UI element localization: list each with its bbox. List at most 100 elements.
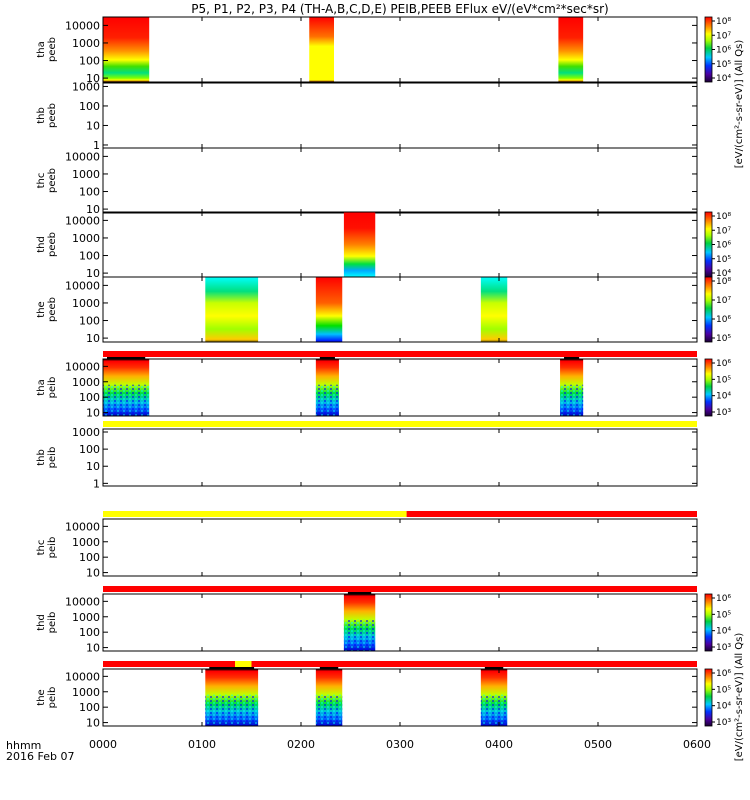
panel-frame: [102, 276, 698, 343]
colorbar-tick-label: 10⁷: [716, 226, 731, 236]
colorbar-tick-label: 10³: [716, 718, 731, 728]
y-tick-label: 1000: [72, 536, 100, 549]
colorbar-tick-label: 10⁴: [716, 392, 731, 402]
panel-frame: [102, 82, 698, 149]
y-tick-label: 10: [86, 642, 100, 655]
y-tick-label: 10000: [65, 670, 100, 683]
colorbar-tick-label: 10⁵: [716, 60, 731, 70]
colorbar-tick-label: 10⁷: [716, 31, 731, 41]
panel-thb-peib: 1 10 100 1000 thb peib: [36, 421, 698, 490]
panel-frame: [102, 211, 698, 278]
x-tick-label: 0200: [287, 738, 315, 751]
y-tick-label: 10000: [65, 360, 100, 373]
spectrogram-texture: [560, 384, 584, 416]
colorbar-tick-label: 10⁵: [716, 610, 731, 620]
colorbar: [704, 276, 713, 343]
spectrogram-texture: [315, 694, 343, 726]
x-tick-label: 0600: [683, 738, 711, 751]
colorbar-tick-label: 10⁶: [716, 241, 731, 251]
panel-frame: [102, 428, 698, 487]
spectrogram-block: [315, 277, 343, 342]
panel-label: peib: [47, 612, 58, 634]
panel-the-peeb: 10 100 1000 10000 the peeb 10⁵ 10⁶ 10⁷ 10⁸: [36, 276, 731, 345]
y-tick-label: 100: [79, 250, 100, 263]
colorbar: [704, 211, 713, 278]
y-tick-label: 10000: [65, 150, 100, 163]
panel-label: peib: [47, 687, 58, 709]
spectrogram-cap: [319, 667, 339, 669]
colorbar-tick-label: 10⁶: [716, 669, 731, 679]
colorbar-tick-label: 10³: [716, 643, 731, 653]
y-tick-label: 1000: [72, 426, 100, 439]
spectrogram-cap: [347, 592, 372, 594]
spectrogram-texture: [315, 384, 339, 416]
panel-label: thb: [36, 107, 47, 124]
colorbar-tick-label: 10⁵: [716, 685, 731, 695]
spectrogram-cap: [107, 357, 146, 359]
y-tick-label: 10: [86, 332, 100, 345]
colorbar: [704, 16, 713, 83]
y-tick-label: 10: [86, 203, 100, 216]
spectrogram-block: [309, 17, 334, 82]
x-tick-label: 0400: [485, 738, 513, 751]
y-tick-label: 1000: [72, 297, 100, 310]
colorbar: [704, 668, 713, 727]
x-tick-label: 0300: [386, 738, 414, 751]
colorbar-tick-label: 10⁷: [716, 296, 731, 306]
y-tick-label: 100: [79, 100, 100, 113]
quality-flag-bar: [251, 661, 697, 667]
time-axis-label-date: 2016 Feb 07: [6, 750, 74, 763]
panel-label: peeb: [47, 37, 58, 62]
y-tick-label: 1000: [72, 80, 100, 93]
spectrogram-texture: [343, 619, 376, 651]
colorbar-tick-label: 10⁴: [716, 627, 731, 637]
colorbar-tick-label: 10⁶: [716, 359, 731, 369]
colorbar-tick-label: 10⁵: [716, 255, 731, 265]
panel-label: peib: [47, 537, 58, 559]
panel-tha-peeb: 10 100 1000 10000 tha peeb 10⁴ 10⁵ 10⁶ 10⁷ 10⁸: [36, 16, 731, 85]
y-tick-label: 1000: [72, 686, 100, 699]
colorbar-tick-label: 10⁶: [716, 594, 731, 604]
panel-label: thd: [36, 614, 47, 631]
spectrogram-texture: [205, 694, 259, 726]
y-tick-label: 10000: [65, 279, 100, 292]
y-tick-label: 10: [86, 267, 100, 280]
spectrogram-texture: [480, 694, 508, 726]
panel-label: peeb: [47, 297, 58, 322]
panel-thc-peeb: 10 100 1000 10000 thc peeb: [36, 147, 698, 216]
colorbar-tick-label: 10³: [716, 408, 731, 418]
quality-flag-bar: [406, 511, 697, 517]
colorbar-tick-label: 10⁸: [716, 17, 731, 27]
y-tick-label: 1000: [72, 611, 100, 624]
x-tick-label: 0500: [584, 738, 612, 751]
y-tick-label: 100: [79, 626, 100, 639]
panel-label: thd: [36, 236, 47, 253]
y-tick-label: 10: [86, 460, 100, 473]
colorbar-tick-label: 10⁶: [716, 46, 731, 56]
panel-label: thc: [36, 540, 47, 556]
y-tick-label: 100: [79, 186, 100, 199]
panel-thc-peib: 10 100 1000 10000 thc peib: [36, 511, 698, 580]
y-tick-label: 10: [86, 119, 100, 132]
colorbar-units-label-peib: [eV/(cm²-s-sr-eV)] (All Qs): [734, 633, 745, 762]
spectrogram-cap: [209, 667, 255, 669]
panel-label: peeb: [47, 103, 58, 128]
panel-the-peib: 10 100 1000 10000 the peib 10³ 10⁴ 10⁵ 10⁶: [36, 661, 731, 730]
y-tick-label: 10000: [65, 520, 100, 533]
spectrogram-block: [343, 212, 376, 277]
spectrogram-block: [558, 17, 584, 82]
quality-flag-bar: [103, 511, 407, 517]
colorbar-tick-label: 10⁶: [716, 315, 731, 325]
y-tick-label: 1: [93, 477, 100, 490]
y-tick-label: 100: [79, 551, 100, 564]
colorbar-tick-label: 10⁵: [716, 375, 731, 385]
quality-flag-bar: [235, 661, 252, 667]
spectrogram-block: [103, 17, 150, 82]
y-tick-label: 10: [86, 717, 100, 730]
y-tick-label: 10000: [65, 214, 100, 227]
figure-title: P5, P1, P2, P3, P4 (TH-A,B,C,D,E) PEIB,P…: [191, 2, 608, 16]
x-tick-label: 0100: [188, 738, 216, 751]
time-axis-label-hhmm: hhmm: [6, 739, 41, 752]
